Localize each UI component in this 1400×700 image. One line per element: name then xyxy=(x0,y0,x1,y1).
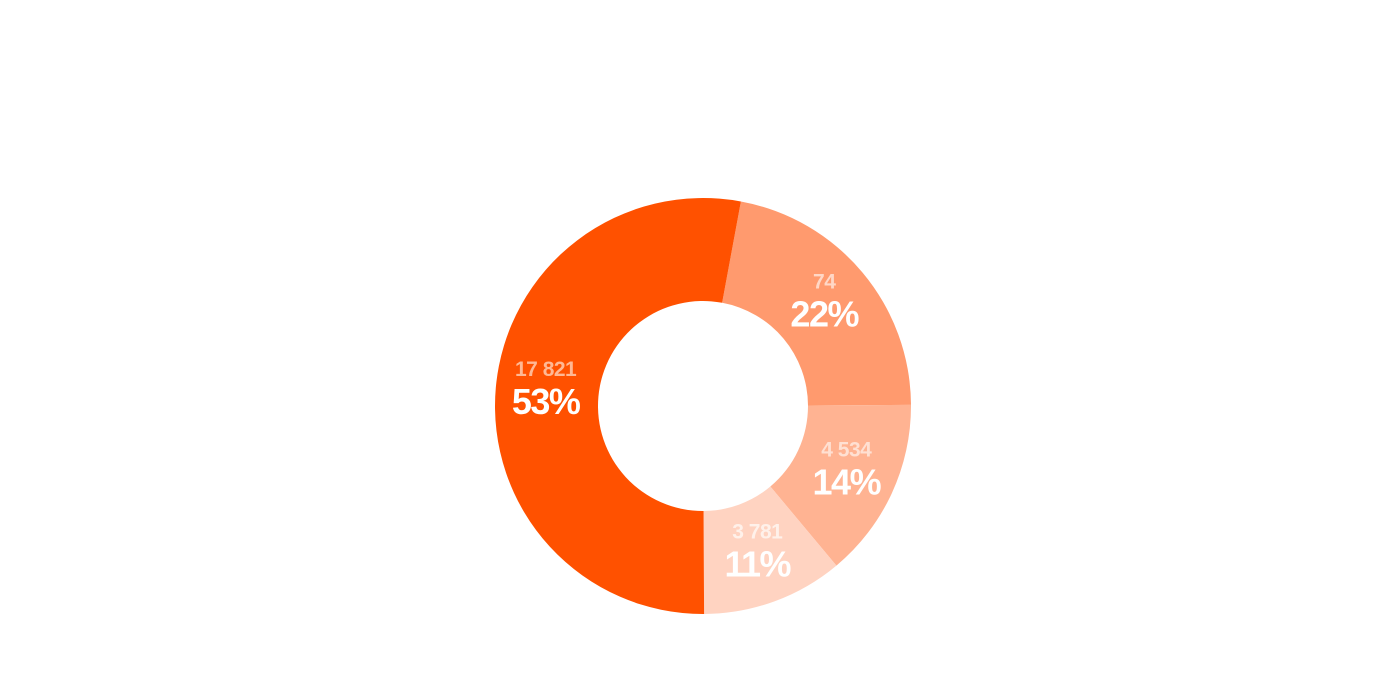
slice-count-label: 3 781 xyxy=(732,520,783,543)
donut-slice-3 xyxy=(495,197,741,614)
donut-slice-1 xyxy=(770,404,911,566)
slice-percent-label: 14% xyxy=(813,462,882,503)
slice-percent-label: 53% xyxy=(512,381,581,422)
donut-slice-0 xyxy=(722,201,911,406)
donut-slice-2 xyxy=(703,486,837,614)
slice-count-label: 17 821 xyxy=(515,358,577,381)
slice-count-label: 74 xyxy=(813,271,836,294)
slice-count-label: 4 534 xyxy=(821,439,872,462)
slice-percent-label: 22% xyxy=(790,294,859,335)
donut-slices xyxy=(495,197,911,614)
slice-percent-label: 11% xyxy=(725,543,792,584)
